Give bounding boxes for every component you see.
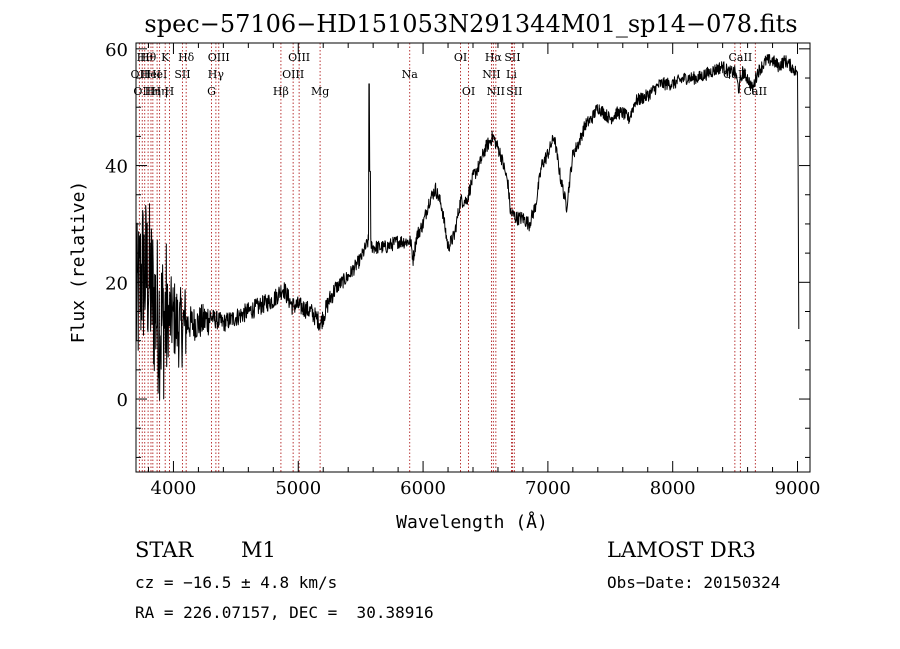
line-marker-label: OI bbox=[454, 51, 467, 64]
spectrum-line bbox=[135, 54, 800, 401]
line-marker-label: Li bbox=[506, 68, 517, 81]
line-marker-label: SII bbox=[174, 68, 190, 81]
x-tick-label: 4000 bbox=[151, 478, 197, 499]
x-axis-label: Wavelength (Å) bbox=[396, 511, 548, 533]
plot-frame bbox=[135, 42, 811, 473]
line-marker-label: Hβ bbox=[273, 85, 289, 98]
line-marker-label: Hθ bbox=[140, 51, 157, 64]
line-marker-label: OII bbox=[133, 85, 151, 98]
redshift-cz: cz = −16.5 ± 4.8 km/s bbox=[135, 573, 338, 592]
x-tick-label: 9000 bbox=[775, 478, 821, 499]
y-tick-label: 40 bbox=[105, 157, 128, 178]
object-class: STAR bbox=[135, 538, 194, 562]
line-marker-label: HeI bbox=[141, 68, 161, 81]
observation-date: Obs−Date: 20150324 bbox=[607, 573, 781, 592]
line-marker-label: Na bbox=[402, 68, 419, 81]
y-axis-label: Flux (relative) bbox=[68, 181, 89, 344]
chart-title: spec−57106−HD151053N291344M01_sp14−078.f… bbox=[144, 10, 797, 38]
line-marker-label: OI bbox=[462, 85, 475, 98]
x-tick-label: 5000 bbox=[275, 478, 321, 499]
line-marker-label: SII bbox=[506, 85, 522, 98]
x-tick-label: 6000 bbox=[400, 478, 446, 499]
x-tick-label: 7000 bbox=[525, 478, 571, 499]
line-marker-label: NII bbox=[482, 68, 500, 81]
line-markers: OIIOIIHθHθHeIHηHeIHηKHSIIHδGHγOIIIHβOIII… bbox=[131, 43, 767, 472]
y-tick-label: 0 bbox=[117, 390, 128, 411]
line-marker-label: OIII bbox=[208, 51, 230, 64]
object-subclass: M1 bbox=[241, 538, 276, 562]
x-tick-label: 8000 bbox=[650, 478, 696, 499]
line-marker-label: Hη bbox=[151, 85, 167, 98]
line-marker-label: K bbox=[161, 51, 170, 64]
line-marker-label: Hη bbox=[145, 85, 161, 98]
line-marker-label: Hα bbox=[485, 51, 503, 64]
line-marker-label: Hθ bbox=[137, 51, 154, 64]
line-marker-label: H bbox=[165, 85, 175, 98]
survey-name: LAMOST DR3 bbox=[607, 538, 756, 562]
line-marker-label: NII bbox=[487, 85, 505, 98]
line-marker-label: OIII bbox=[288, 51, 310, 64]
line-marker-label: Mg bbox=[311, 85, 329, 98]
y-tick-label: 60 bbox=[105, 40, 128, 61]
y-tick-label: 20 bbox=[105, 273, 128, 294]
line-marker-label: Hγ bbox=[208, 68, 225, 81]
line-marker-label: G bbox=[207, 85, 216, 98]
line-marker-label: CaII bbox=[729, 51, 753, 64]
line-marker-label: OII bbox=[131, 68, 149, 81]
spectrum-layer bbox=[135, 54, 800, 401]
line-marker-label: OIII bbox=[282, 68, 304, 81]
ra-dec-coordinates: RA = 226.07157, DEC = 30.38916 bbox=[135, 603, 434, 622]
line-marker-label: Hδ bbox=[178, 51, 195, 64]
line-marker-label: SII bbox=[504, 51, 520, 64]
line-marker-label: HeI bbox=[147, 68, 167, 81]
axes: 4000 5000 6000 7000 8000 9000 0 20 40 60 bbox=[105, 40, 820, 499]
line-marker-label: CaII bbox=[743, 85, 767, 98]
